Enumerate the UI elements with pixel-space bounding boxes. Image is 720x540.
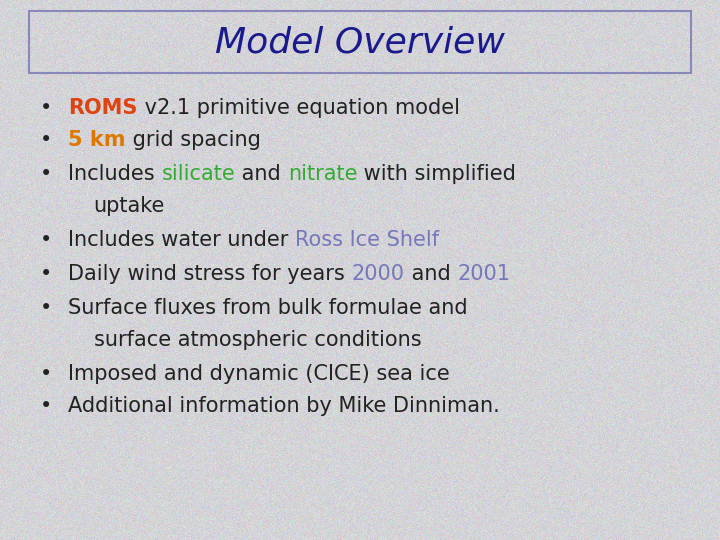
Text: 2000: 2000 — [352, 264, 405, 284]
Text: with simplified: with simplified — [357, 164, 516, 184]
Text: Model Overview: Model Overview — [215, 25, 505, 59]
Text: Daily wind stress for years: Daily wind stress for years — [68, 264, 352, 284]
Text: surface atmospheric conditions: surface atmospheric conditions — [94, 330, 421, 350]
Text: Includes: Includes — [68, 164, 162, 184]
Text: •: • — [40, 98, 52, 118]
Text: Ross Ice Shelf: Ross Ice Shelf — [295, 230, 439, 251]
Text: Additional information by Mike Dinniman.: Additional information by Mike Dinniman. — [68, 396, 500, 416]
Text: uptake: uptake — [94, 196, 165, 217]
Text: •: • — [40, 164, 52, 184]
Text: Includes water under: Includes water under — [68, 230, 295, 251]
Text: •: • — [40, 130, 52, 151]
Text: •: • — [40, 298, 52, 318]
Text: and: and — [235, 164, 288, 184]
Text: 5 km: 5 km — [68, 130, 126, 151]
Text: •: • — [40, 230, 52, 251]
Text: 2001: 2001 — [457, 264, 510, 284]
Text: grid spacing: grid spacing — [126, 130, 261, 151]
Text: silicate: silicate — [162, 164, 235, 184]
Text: Surface fluxes from bulk formulae and: Surface fluxes from bulk formulae and — [68, 298, 468, 318]
Bar — [29, 11, 691, 73]
Text: and: and — [405, 264, 457, 284]
Text: Imposed and dynamic (CICE) sea ice: Imposed and dynamic (CICE) sea ice — [68, 363, 450, 384]
Text: •: • — [40, 396, 52, 416]
Text: v2.1 primitive equation model: v2.1 primitive equation model — [138, 98, 460, 118]
Text: •: • — [40, 264, 52, 284]
Text: nitrate: nitrate — [288, 164, 357, 184]
Text: •: • — [40, 363, 52, 384]
Text: ROMS: ROMS — [68, 98, 138, 118]
